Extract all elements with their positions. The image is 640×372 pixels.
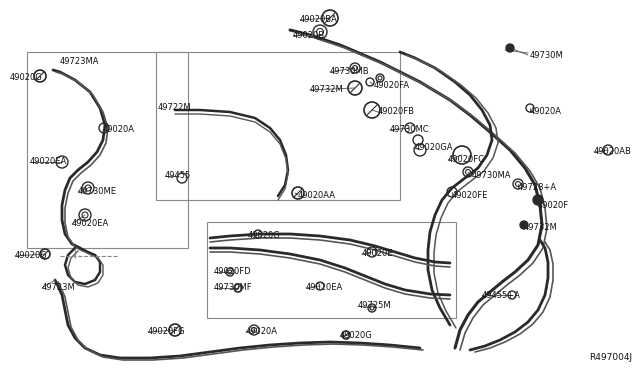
Circle shape	[520, 221, 528, 229]
Text: R497004J: R497004J	[589, 353, 632, 362]
Text: 49020EA: 49020EA	[72, 219, 109, 228]
Text: 49020FG: 49020FG	[148, 327, 186, 337]
Text: 49723M: 49723M	[42, 283, 76, 292]
Text: 49722M: 49722M	[158, 103, 191, 112]
Text: 49020A: 49020A	[530, 108, 562, 116]
Text: 49020EA: 49020EA	[306, 283, 343, 292]
Text: 49730MF: 49730MF	[214, 283, 253, 292]
Bar	[207, 222, 456, 318]
Text: 49020G: 49020G	[10, 74, 43, 83]
Text: 49020G: 49020G	[15, 251, 48, 260]
Text: 49020B: 49020B	[293, 31, 325, 39]
Text: 49020G: 49020G	[340, 331, 372, 340]
Text: 49725M: 49725M	[358, 301, 392, 311]
Text: 49020A: 49020A	[103, 125, 135, 135]
Circle shape	[533, 195, 543, 205]
Text: 49020AB: 49020AB	[594, 148, 632, 157]
Text: 49020EA: 49020EA	[30, 157, 67, 167]
Text: 49723MA: 49723MA	[60, 58, 99, 67]
Text: 49020FE: 49020FE	[452, 190, 488, 199]
Text: 49732M: 49732M	[524, 224, 557, 232]
Text: 49020G: 49020G	[248, 231, 281, 241]
Text: 49728+A: 49728+A	[518, 183, 557, 192]
Text: 49730MC: 49730MC	[390, 125, 429, 135]
Text: 49020GA: 49020GA	[415, 144, 454, 153]
Text: 49020AA: 49020AA	[298, 190, 336, 199]
Text: 49020A: 49020A	[246, 327, 278, 337]
Bar	[27, 52, 188, 248]
Text: 49455+A: 49455+A	[482, 291, 521, 299]
Text: 49730ME: 49730ME	[78, 187, 117, 196]
Text: 49020FC: 49020FC	[448, 155, 485, 164]
Text: 49020FD: 49020FD	[214, 267, 252, 276]
Text: 49730MB: 49730MB	[330, 67, 370, 77]
Text: 49020FB: 49020FB	[378, 108, 415, 116]
Text: 49020BA: 49020BA	[300, 16, 338, 25]
Text: 49020E: 49020E	[362, 250, 394, 259]
Text: 49455: 49455	[165, 171, 191, 180]
Text: 49732M: 49732M	[310, 86, 344, 94]
Bar	[156, 52, 400, 200]
Text: 49020FA: 49020FA	[374, 80, 410, 90]
Text: 49020F: 49020F	[538, 201, 569, 209]
Text: 49730M: 49730M	[530, 51, 564, 60]
Circle shape	[506, 44, 514, 52]
Text: 49730MA: 49730MA	[472, 170, 511, 180]
